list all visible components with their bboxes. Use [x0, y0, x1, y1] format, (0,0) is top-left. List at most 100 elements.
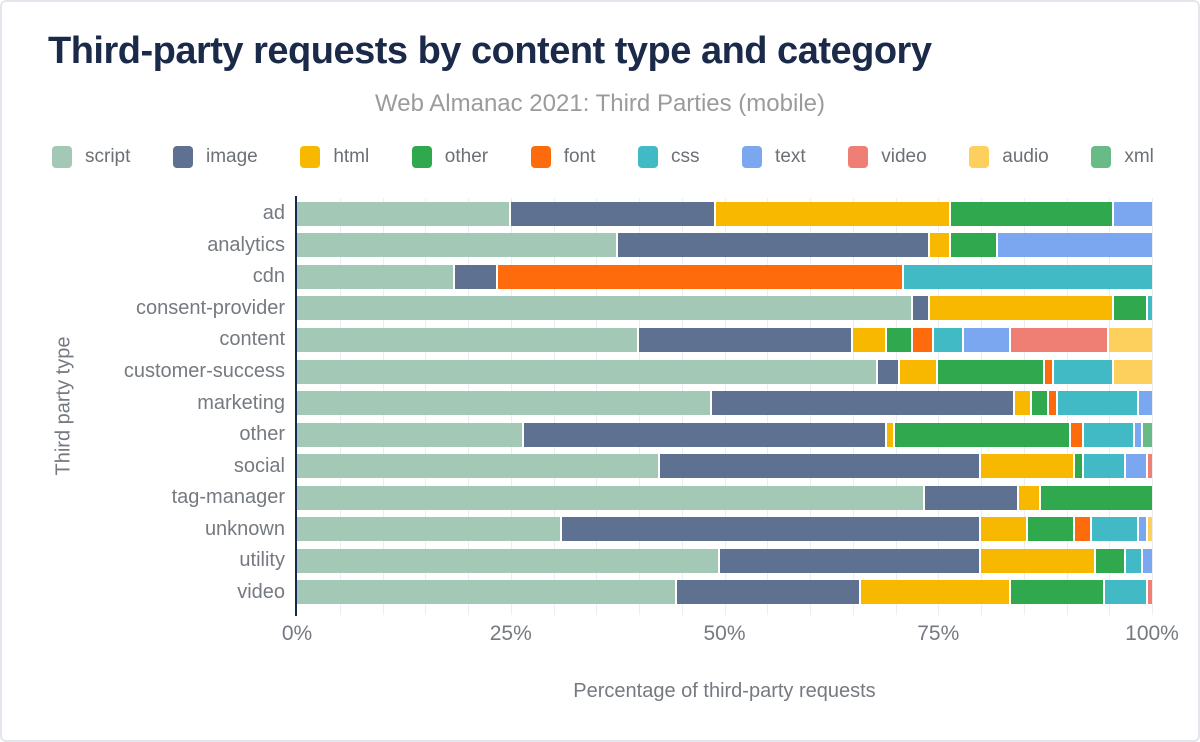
bar-track	[297, 548, 1152, 573]
x-tick-label: 0%	[281, 622, 313, 645]
bar-segment-script	[297, 454, 661, 479]
bar-segment-font	[1045, 359, 1054, 384]
bar-segment-text	[1126, 454, 1148, 479]
bar-segment-css	[1126, 548, 1144, 573]
bar-row-utility: utility	[2, 545, 1198, 577]
bar-track	[297, 517, 1152, 542]
bar-segment-text	[1143, 548, 1152, 573]
bar-segment-text	[963, 327, 1011, 352]
legend-label: css	[670, 146, 700, 167]
bar-track	[297, 454, 1152, 479]
bar-segment-script	[297, 422, 524, 447]
script-swatch-icon	[52, 146, 72, 168]
bar-row-customer-success: customer-success	[2, 356, 1198, 388]
bar-segment-image	[639, 327, 853, 352]
bar-segment-font	[1049, 391, 1058, 416]
row-label: consent-provider	[136, 296, 285, 319]
bar-segment-html	[852, 327, 887, 352]
bar-segment-video	[1010, 327, 1110, 352]
bar-segment-css	[1092, 517, 1140, 542]
bar-segment-text	[998, 233, 1152, 258]
bar-segment-script	[297, 391, 712, 416]
font-swatch-icon	[530, 146, 551, 168]
bar-segment-video	[1147, 580, 1152, 605]
legend-item-video: video	[848, 146, 927, 168]
html-swatch-icon	[300, 146, 321, 168]
bar-row-social: social	[2, 450, 1198, 482]
bar-segment-image	[660, 454, 981, 479]
bar-segment-script	[297, 548, 721, 573]
bar-segment-other	[951, 201, 1114, 226]
css-swatch-icon	[637, 146, 658, 168]
y-axis-title: Third party type	[52, 336, 75, 476]
bar-segment-script	[297, 327, 639, 352]
bar-track	[297, 296, 1152, 321]
bar-segment-image	[523, 422, 887, 447]
row-label: customer-success	[123, 360, 285, 382]
bar-segment-image	[711, 391, 1016, 416]
bar-row-ad: ad	[2, 198, 1198, 230]
bar-segment-audio	[1109, 327, 1152, 352]
bar-segment-html	[929, 296, 1114, 321]
bar-segment-image	[677, 580, 862, 605]
bar-segment-font	[1075, 517, 1093, 542]
bar-segment-other	[938, 359, 1046, 384]
row-label: cdn	[252, 265, 285, 288]
bar-segment-image	[562, 517, 981, 542]
bar-segment-image	[878, 359, 900, 384]
x-tick-label: 100%	[1125, 622, 1179, 645]
bar-segment-audio	[1113, 359, 1152, 384]
bar-row-other: other	[2, 419, 1198, 451]
legend-label: image	[205, 146, 258, 167]
legend-label: font	[563, 146, 596, 167]
bar-track	[297, 327, 1152, 352]
bar-segment-other	[1113, 296, 1148, 321]
bar-segment-other	[951, 233, 999, 258]
row-label: ad	[262, 202, 285, 225]
bar-segment-text	[1139, 391, 1152, 416]
bar-row-consent-provider: consent-provider	[2, 293, 1198, 325]
bar-segment-script	[297, 233, 618, 258]
legend: script image html other font css text video audi…	[52, 142, 1154, 172]
x-tick-label: 25%	[489, 622, 532, 645]
bar-segment-css	[1104, 580, 1148, 605]
bar-segment-css	[1147, 296, 1152, 321]
row-label: tag-manager	[171, 486, 285, 509]
bar-track	[297, 233, 1152, 258]
bar-segment-script	[297, 485, 926, 510]
legend-item-css: css	[637, 146, 700, 168]
bar-segment-other	[1010, 580, 1105, 605]
bar-track	[297, 201, 1152, 226]
bar-segment-script	[297, 264, 456, 289]
legend-label: text	[775, 146, 806, 167]
bar-segment-html	[929, 233, 952, 258]
bar-segment-html	[861, 580, 1011, 605]
row-label: analytics	[207, 233, 285, 256]
xml-swatch-icon	[1091, 146, 1112, 168]
bar-segment-image	[912, 296, 930, 321]
bar-segment-html	[899, 359, 939, 384]
bar-row-unknown: unknown	[2, 513, 1198, 545]
legend-item-html: html	[300, 146, 369, 168]
legend-label: xml	[1124, 146, 1154, 167]
y-axis-line	[295, 196, 297, 616]
bar-segment-font	[497, 264, 905, 289]
bar-segment-other	[895, 422, 1071, 447]
bar-track	[297, 422, 1152, 447]
bar-segment-text	[1134, 422, 1144, 447]
bar-segment-text	[1139, 517, 1148, 542]
bar-segment-image	[617, 233, 930, 258]
audio-swatch-icon	[969, 146, 990, 168]
bar-segment-other	[1075, 454, 1084, 479]
bar-segment-html	[1019, 485, 1041, 510]
bar-segment-script	[297, 359, 879, 384]
row-label: utility	[239, 549, 285, 572]
bar-segment-other	[1032, 391, 1050, 416]
legend-item-image: image	[172, 146, 258, 168]
chart-subtitle: Web Almanac 2021: Third Parties (mobile)	[375, 90, 825, 117]
legend-item-font: font	[530, 146, 596, 168]
bar-segment-script	[297, 580, 678, 605]
x-tick-label: 75%	[917, 622, 960, 645]
bar-segment-css	[1083, 422, 1135, 447]
legend-item-other: other	[411, 146, 488, 168]
